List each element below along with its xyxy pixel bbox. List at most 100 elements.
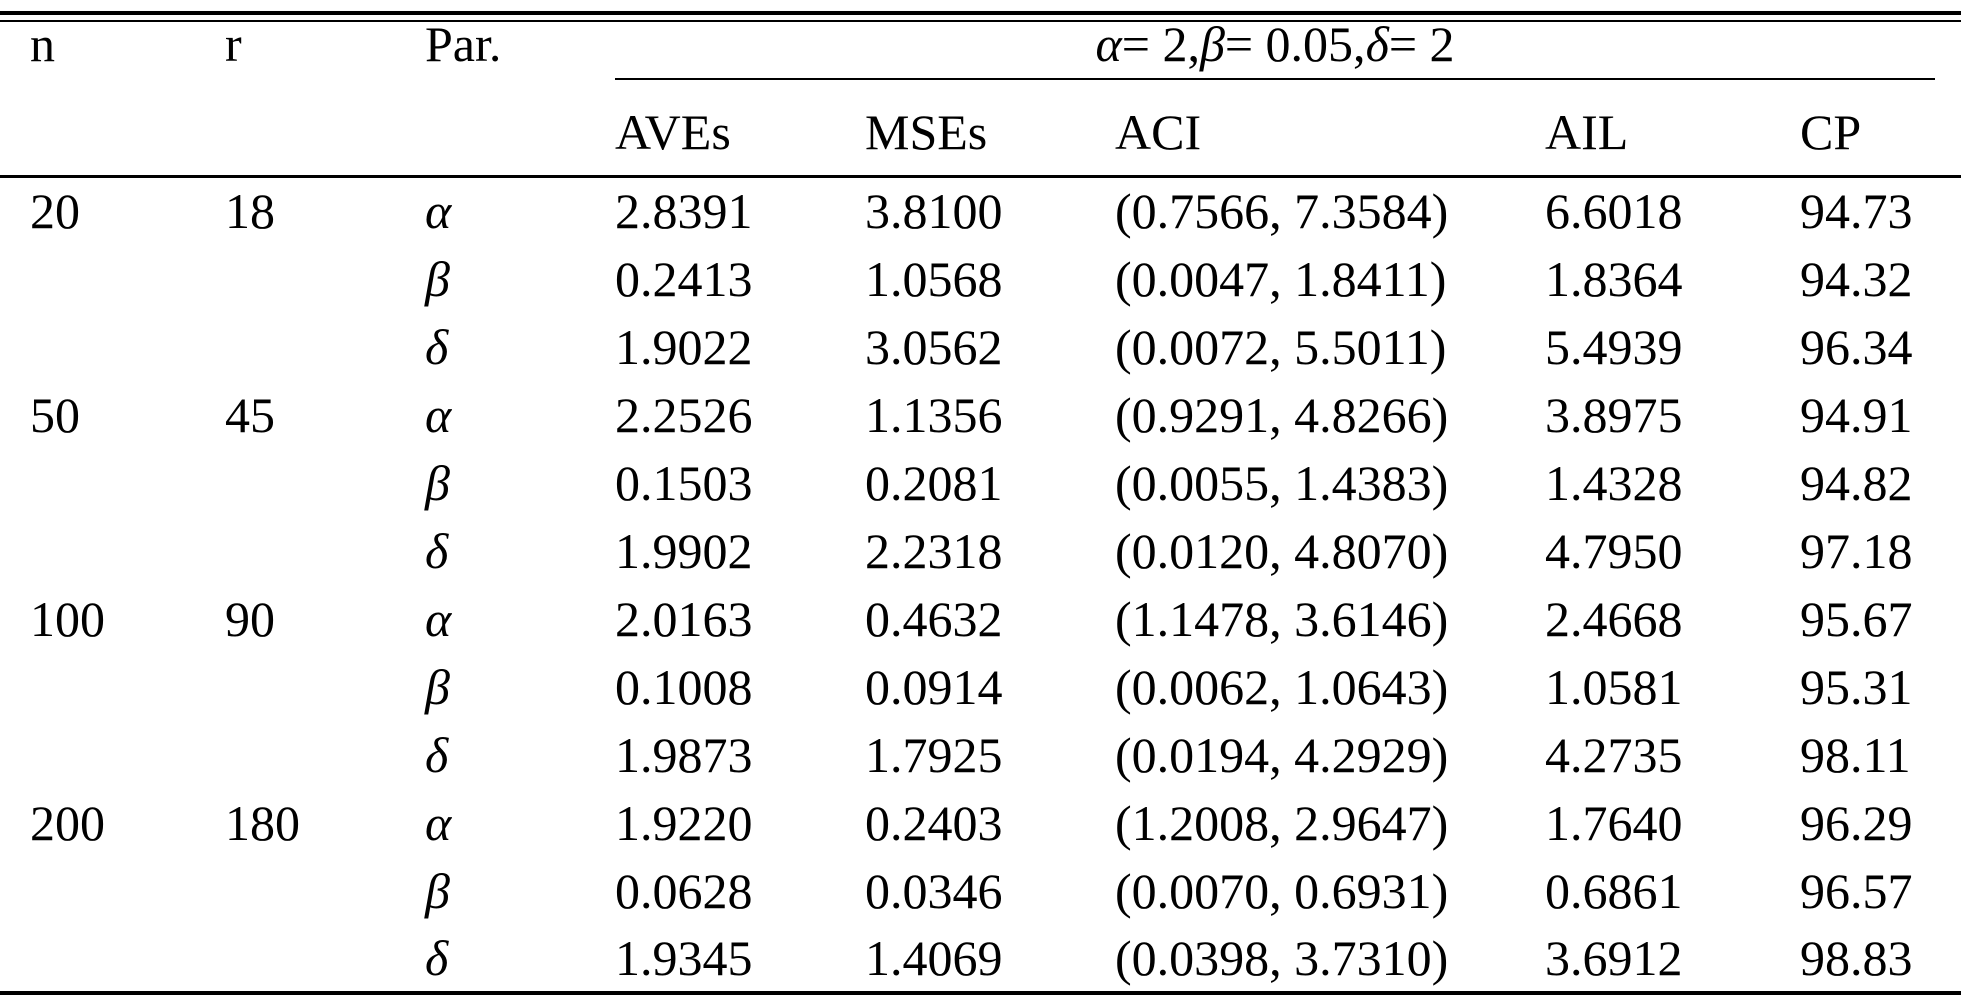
cell-ail: 1.7640 xyxy=(1545,794,1683,851)
col-header-mses: MSEs xyxy=(865,79,1115,178)
cell-par: β xyxy=(425,658,450,715)
cell-aci: (0.0194, 4.2929) xyxy=(1115,726,1449,783)
cell-aci: (0.0055, 1.4383) xyxy=(1115,454,1449,511)
cell-mses: 0.0914 xyxy=(865,658,1003,715)
cell-mses: 0.0346 xyxy=(865,862,1003,919)
cell-mses: 3.0562 xyxy=(865,318,1003,375)
cell-cp: 94.91 xyxy=(1800,386,1913,443)
table-row: 50 45 α 2.2526 1.1356 (0.9291, 4.8266) 3.8975 9… xyxy=(0,381,1961,449)
cell-r xyxy=(225,313,425,381)
table-row: δ 1.9345 1.4069 (0.0398, 3.7310) 3.6912 98.83 xyxy=(0,925,1961,993)
cell-r xyxy=(225,449,425,517)
table-row: δ 1.9902 2.2318 (0.0120, 4.8070) 4.7950 97.18 xyxy=(0,517,1961,585)
table-row: δ 1.9873 1.7925 (0.0194, 4.2929) 4.2735 98.11 xyxy=(0,721,1961,789)
cell-n: 100 xyxy=(30,590,105,647)
cell-mses: 1.7925 xyxy=(865,726,1003,783)
cell-aves: 2.2526 xyxy=(615,386,753,443)
cell-par: α xyxy=(425,386,452,443)
cell-aves: 0.0628 xyxy=(615,862,753,919)
cell-r xyxy=(225,721,425,789)
cell-ail: 2.4668 xyxy=(1545,590,1683,647)
cell-mses: 0.2081 xyxy=(865,454,1003,511)
cell-ail: 3.8975 xyxy=(1545,386,1683,443)
cell-par: δ xyxy=(425,318,449,375)
table-body: 20 18 α 2.8391 3.8100 (0.7566, 7.3584) 6.6018 9… xyxy=(0,177,1961,993)
group-header: α = 2, β = 0.05, δ = 2 xyxy=(615,11,1961,80)
cell-aves: 1.9022 xyxy=(615,318,753,375)
table-row: β 0.1008 0.0914 (0.0062, 1.0643) 1.0581 95.31 xyxy=(0,653,1961,721)
cell-n xyxy=(0,449,225,517)
cell-r xyxy=(225,857,425,925)
cell-par: δ xyxy=(425,726,449,783)
cell-par: α xyxy=(425,794,452,851)
cell-r: 90 xyxy=(225,590,275,647)
cell-ail: 1.4328 xyxy=(1545,454,1683,511)
cell-mses: 1.4069 xyxy=(865,929,1003,986)
cell-cp: 94.82 xyxy=(1800,454,1913,511)
cell-r: 180 xyxy=(225,794,300,851)
cell-cp: 98.83 xyxy=(1800,929,1913,986)
cell-mses: 1.1356 xyxy=(865,386,1003,443)
cell-n: 20 xyxy=(30,183,80,240)
table-row: 20 18 α 2.8391 3.8100 (0.7566, 7.3584) 6.6018 9… xyxy=(0,177,1961,245)
cell-n xyxy=(0,925,225,993)
cell-aci: (1.2008, 2.9647) xyxy=(1115,794,1449,851)
cell-r xyxy=(225,653,425,721)
col-header-n: n xyxy=(0,11,225,178)
cell-aci: (0.0047, 1.8411) xyxy=(1115,250,1447,307)
cell-n xyxy=(0,517,225,585)
table-row: β 0.1503 0.2081 (0.0055, 1.4383) 1.4328 94.82 xyxy=(0,449,1961,517)
group-header-part: = 2, xyxy=(1121,16,1200,72)
cell-r xyxy=(225,245,425,313)
col-header-aci: ACI xyxy=(1115,79,1545,178)
cell-n xyxy=(0,653,225,721)
cell-aves: 2.0163 xyxy=(615,590,753,647)
cell-par: α xyxy=(425,183,452,240)
cell-aci: (0.0070, 0.6931) xyxy=(1115,862,1449,919)
cell-aci: (0.0072, 5.5011) xyxy=(1115,318,1447,375)
cell-aci: (0.0398, 3.7310) xyxy=(1115,929,1449,986)
cell-n xyxy=(0,857,225,925)
col-header-par: Par. xyxy=(425,11,615,178)
cell-aves: 1.9873 xyxy=(615,726,753,783)
top-rule-thin xyxy=(0,20,1961,22)
col-header-r: r xyxy=(225,11,425,178)
cell-cp: 94.32 xyxy=(1800,250,1913,307)
cell-ail: 1.8364 xyxy=(1545,250,1683,307)
table-row: β 0.0628 0.0346 (0.0070, 0.6931) 0.6861 96.57 xyxy=(0,857,1961,925)
cell-r xyxy=(225,925,425,993)
cell-aves: 2.8391 xyxy=(615,183,753,240)
cell-n xyxy=(0,245,225,313)
cell-ail: 3.6912 xyxy=(1545,929,1683,986)
cell-ail: 6.6018 xyxy=(1545,183,1683,240)
cell-n xyxy=(0,313,225,381)
cell-r xyxy=(225,517,425,585)
cell-cp: 95.67 xyxy=(1800,590,1913,647)
cell-ail: 4.7950 xyxy=(1545,522,1683,579)
cell-cp: 94.73 xyxy=(1800,183,1913,240)
cell-cp: 96.34 xyxy=(1800,318,1913,375)
cell-cp: 98.11 xyxy=(1800,726,1911,783)
cell-aci: (0.9291, 4.8266) xyxy=(1115,386,1449,443)
cell-aves: 0.1503 xyxy=(615,454,753,511)
table-row: δ 1.9022 3.0562 (0.0072, 5.5011) 5.4939 96.34 xyxy=(0,313,1961,381)
greek-symbol: α xyxy=(1095,16,1122,72)
greek-symbol: β xyxy=(1199,16,1225,72)
group-header-part: = 2 xyxy=(1388,16,1455,72)
cell-aci: (0.0062, 1.0643) xyxy=(1115,658,1449,715)
col-header-cp: CP xyxy=(1800,79,1961,178)
group-header-part: = 0.05, xyxy=(1224,16,1366,72)
table-head: n r Par. α = 2, β = 0.05, δ = 2 AVEs MSEs A… xyxy=(0,11,1961,178)
cell-ail: 1.0581 xyxy=(1545,658,1683,715)
cell-aves: 0.2413 xyxy=(615,250,753,307)
greek-symbol: δ xyxy=(1365,16,1389,72)
cell-mses: 3.8100 xyxy=(865,183,1003,240)
cell-n: 200 xyxy=(30,794,105,851)
cell-par: β xyxy=(425,862,450,919)
cell-aves: 1.9345 xyxy=(615,929,753,986)
header-row-sub: AVEs MSEs ACI AIL CP xyxy=(0,79,1961,178)
header-row-top: n r Par. α = 2, β = 0.05, δ = 2 xyxy=(0,11,1961,178)
cell-aves: 1.9220 xyxy=(615,794,753,851)
cell-r: 18 xyxy=(225,183,275,240)
cell-aves: 0.1008 xyxy=(615,658,753,715)
